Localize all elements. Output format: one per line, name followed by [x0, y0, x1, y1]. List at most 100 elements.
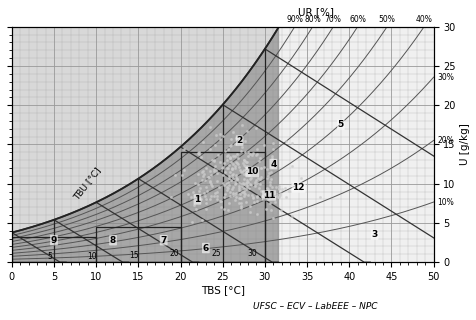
- Point: [251, 181, 258, 187]
- Point: [273, 191, 280, 196]
- Point: [210, 157, 218, 163]
- Point: [200, 177, 208, 182]
- Point: [241, 163, 248, 168]
- Text: 1: 1: [194, 195, 200, 204]
- Point: [241, 199, 249, 204]
- Point: [230, 141, 238, 146]
- Point: [212, 196, 220, 202]
- Point: [229, 162, 237, 167]
- Point: [180, 167, 188, 172]
- Point: [232, 176, 240, 181]
- Point: [196, 197, 204, 203]
- Text: 7: 7: [160, 236, 167, 245]
- Point: [229, 153, 237, 158]
- Text: 9: 9: [51, 236, 57, 245]
- Point: [251, 183, 258, 188]
- Point: [235, 188, 242, 193]
- Point: [212, 133, 219, 138]
- Point: [240, 162, 248, 167]
- Bar: [12, 237, 96, 262]
- Point: [248, 169, 256, 174]
- Point: [201, 206, 209, 211]
- Point: [213, 171, 220, 176]
- Point: [205, 124, 213, 130]
- Point: [230, 191, 238, 196]
- Point: [216, 159, 224, 164]
- Point: [228, 165, 236, 171]
- Point: [198, 170, 206, 175]
- Point: [256, 182, 263, 187]
- Point: [217, 198, 224, 203]
- Point: [202, 165, 209, 171]
- Point: [229, 185, 237, 190]
- Point: [208, 184, 215, 189]
- Point: [198, 168, 206, 173]
- Point: [255, 159, 262, 164]
- Point: [288, 213, 296, 218]
- Point: [233, 177, 240, 182]
- Point: [225, 155, 233, 160]
- Point: [199, 173, 207, 179]
- Point: [215, 184, 222, 189]
- Point: [296, 175, 304, 180]
- Point: [223, 187, 231, 192]
- Point: [224, 176, 232, 181]
- Text: 30: 30: [247, 249, 257, 258]
- Point: [231, 178, 238, 183]
- Point: [236, 192, 243, 197]
- Point: [266, 201, 273, 206]
- Point: [256, 175, 264, 180]
- Bar: [96, 227, 180, 262]
- Point: [227, 177, 234, 182]
- Point: [266, 164, 274, 169]
- Point: [203, 189, 210, 194]
- Point: [191, 206, 199, 212]
- Point: [212, 189, 220, 195]
- Point: [297, 187, 304, 192]
- Point: [243, 164, 250, 169]
- Point: [259, 142, 267, 148]
- Point: [227, 166, 235, 171]
- Point: [207, 193, 214, 198]
- Point: [202, 184, 209, 189]
- Point: [221, 148, 228, 154]
- Point: [206, 197, 213, 202]
- Point: [252, 152, 259, 157]
- Point: [194, 150, 201, 156]
- Point: [243, 180, 250, 185]
- Point: [206, 180, 214, 185]
- Point: [251, 177, 259, 182]
- Text: 60%: 60%: [348, 15, 365, 24]
- Point: [278, 186, 286, 191]
- Point: [213, 193, 220, 198]
- Point: [226, 170, 233, 175]
- Text: 20: 20: [169, 249, 179, 258]
- Text: 5: 5: [337, 120, 343, 129]
- Point: [253, 211, 261, 216]
- Point: [234, 156, 241, 161]
- Point: [246, 182, 253, 187]
- Text: 2: 2: [236, 136, 242, 145]
- Point: [198, 217, 206, 222]
- Point: [223, 166, 230, 171]
- Point: [204, 175, 212, 180]
- Point: [206, 179, 214, 184]
- Text: 4: 4: [269, 160, 276, 169]
- Point: [242, 180, 249, 185]
- Point: [247, 169, 254, 174]
- Point: [231, 180, 239, 186]
- Point: [188, 190, 196, 195]
- Point: [257, 166, 265, 171]
- Point: [227, 142, 235, 148]
- Point: [253, 146, 260, 151]
- Point: [264, 173, 271, 179]
- Point: [227, 137, 235, 142]
- Point: [255, 185, 263, 190]
- Text: 10%: 10%: [436, 197, 453, 206]
- Text: TBU [°C]: TBU [°C]: [72, 166, 103, 202]
- Point: [272, 194, 279, 199]
- Point: [198, 178, 205, 183]
- Point: [244, 179, 252, 184]
- Point: [271, 185, 279, 190]
- Point: [244, 153, 251, 158]
